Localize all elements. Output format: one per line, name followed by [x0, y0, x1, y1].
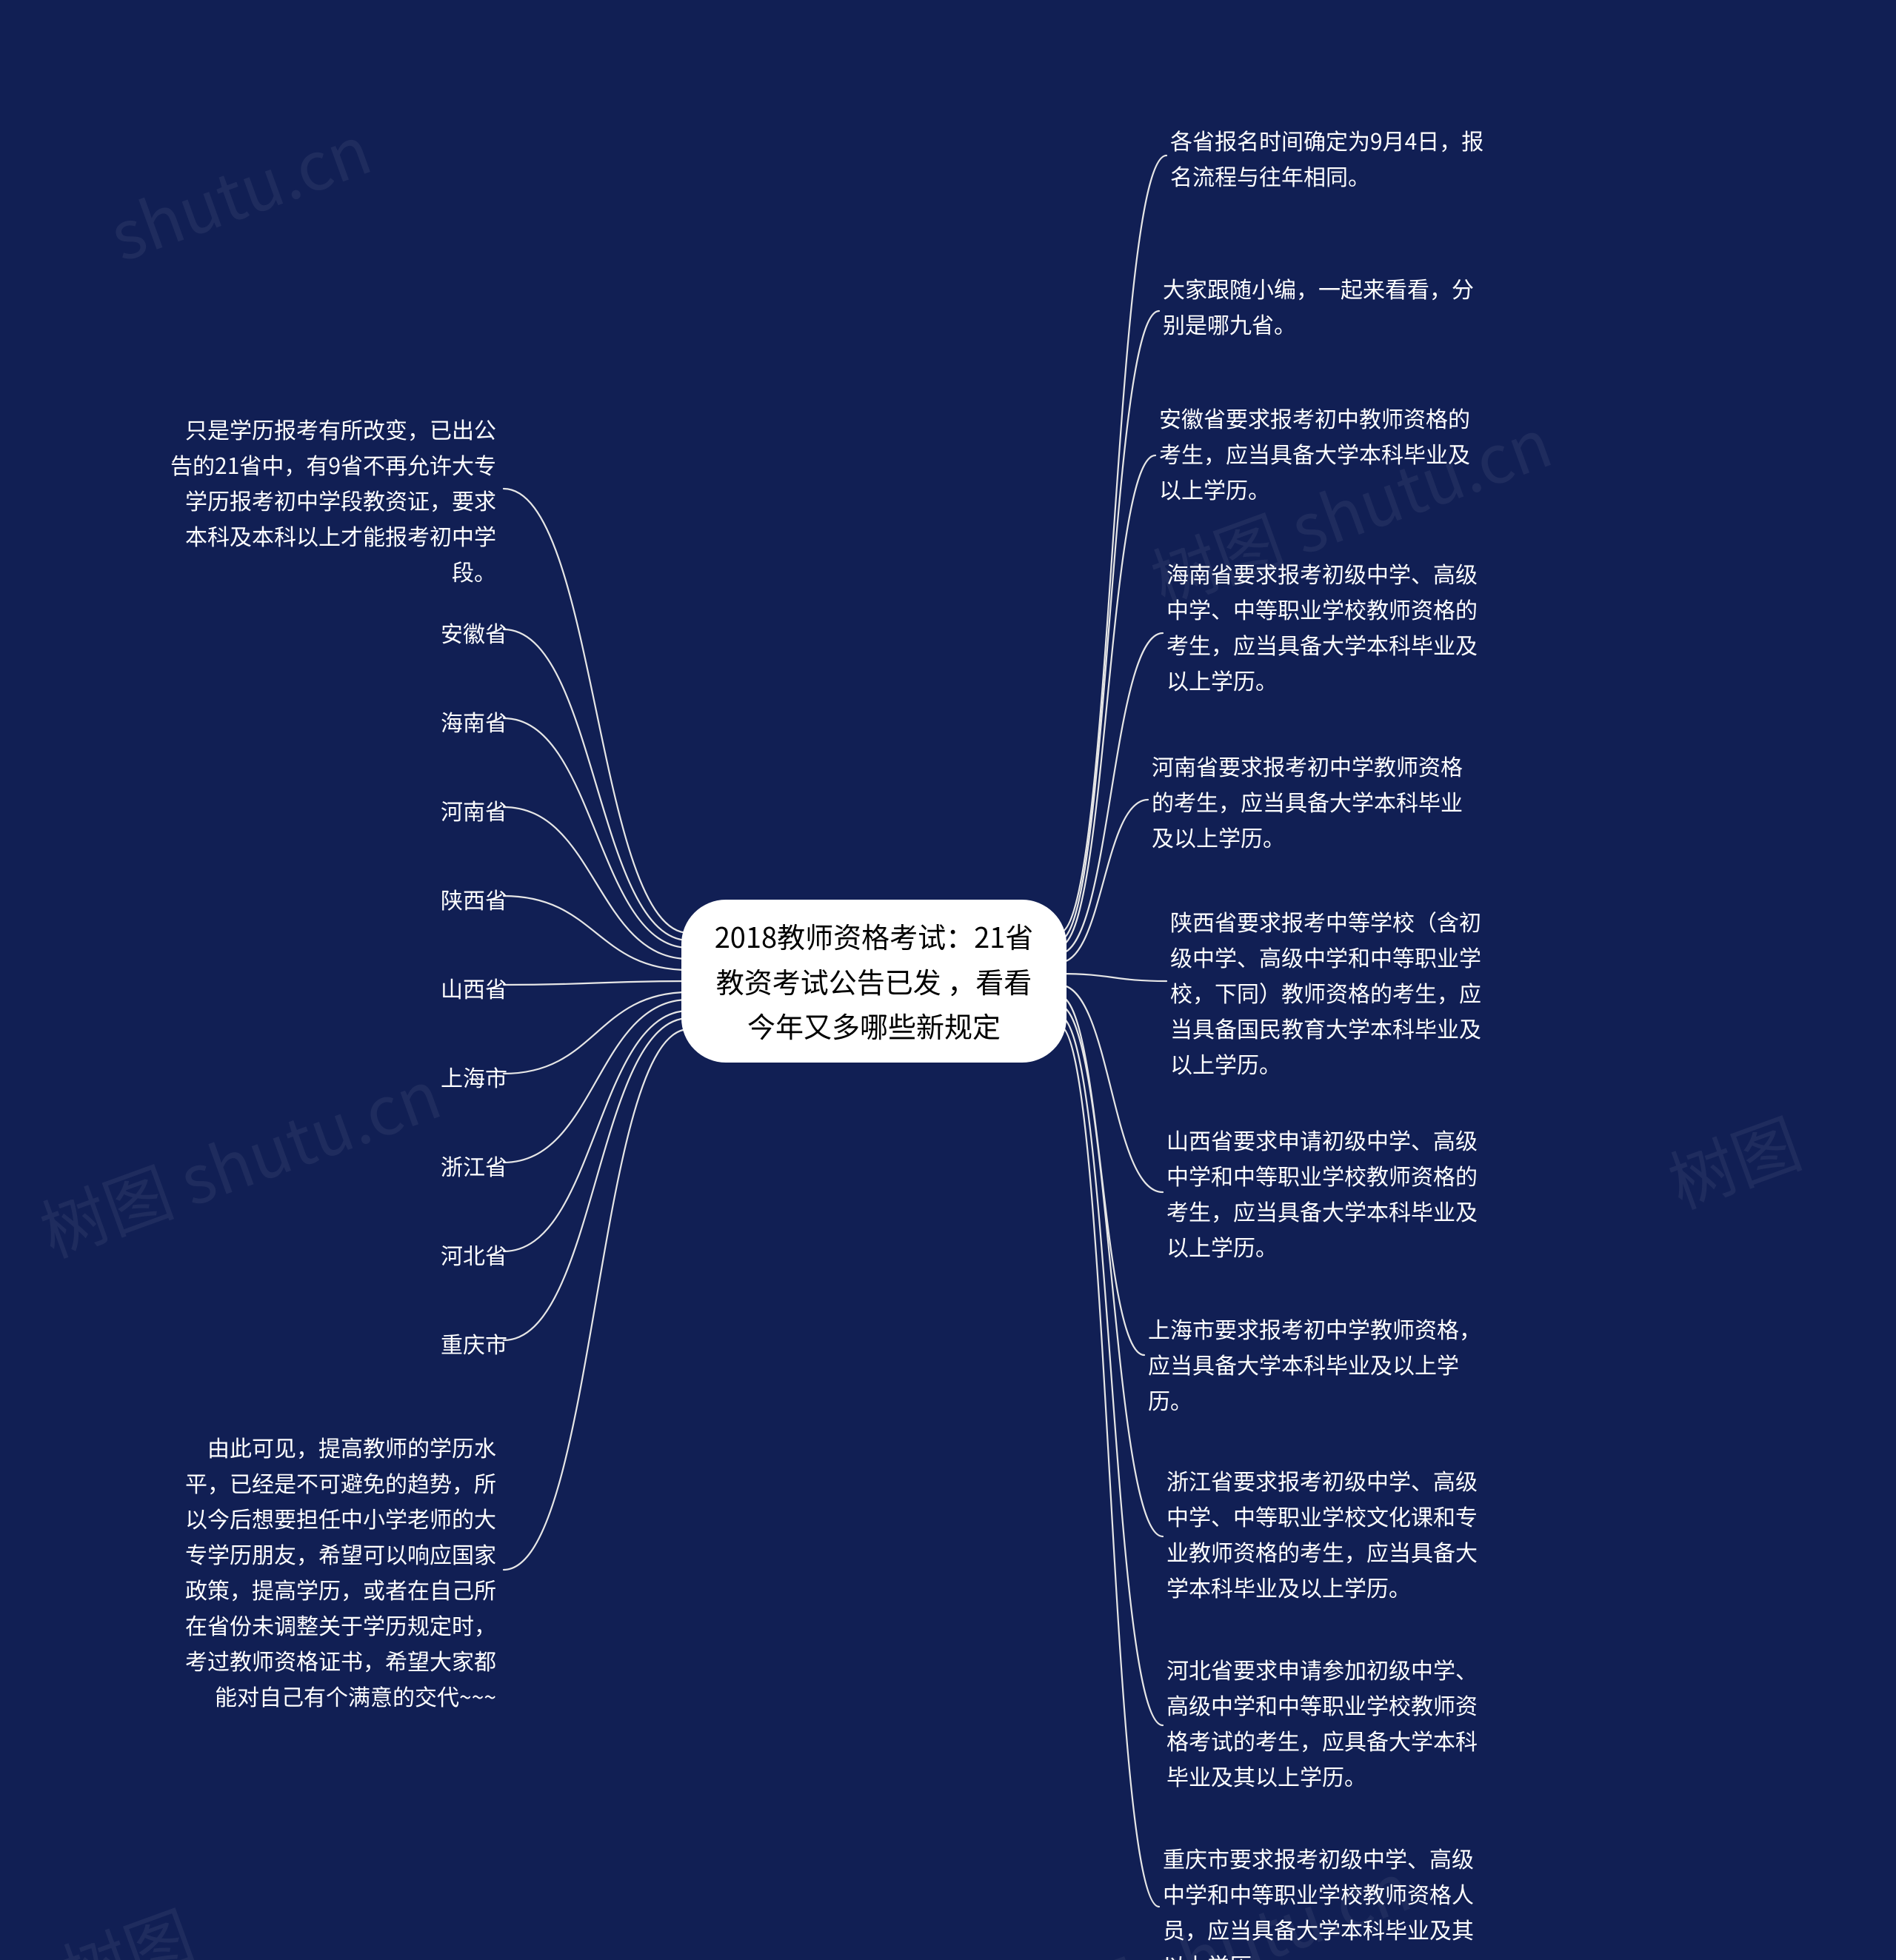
- edge: [504, 1018, 689, 1340]
- left-shanghai: 上海市: [433, 1059, 507, 1094]
- left-shanxi: 山西省: [433, 970, 507, 1006]
- watermark: shutu.cn: [96, 98, 382, 281]
- edge: [1059, 155, 1166, 933]
- left-anhui: 安徽省: [433, 615, 507, 650]
- right-6: 陕西省要求报考中等学校（含初级中学、高级中学和中等职业学校，下同）教师资格的考生…: [1170, 903, 1496, 1081]
- right-7: 山西省要求申请初级中学、高级中学和中等职业学校教师资格的考生，应当具备大学本科毕…: [1166, 1122, 1492, 1264]
- edge: [1059, 1016, 1163, 1725]
- left-hainan: 海南省: [433, 703, 507, 739]
- right-4: 海南省要求报考初级中学、高级中学、中等职业学校教师资格的考生，应当具备大学本科毕…: [1166, 555, 1492, 698]
- right-11: 重庆市要求报考初级中学、高级中学和中等职业学校教师资格人员，应当具备大学本科毕业…: [1163, 1840, 1489, 1960]
- edge: [504, 489, 689, 933]
- left-hebei: 河北省: [433, 1237, 507, 1272]
- edge: [504, 981, 689, 985]
- edge: [1059, 800, 1148, 963]
- edge: [504, 1000, 689, 1163]
- edge: [1059, 1006, 1163, 1536]
- mindmap-stage: shutu.cn树图 shutu.cn树图 shutu.cn树图树图 shutu…: [0, 0, 1896, 1960]
- watermark: 树图 shutu.cn: [26, 1042, 452, 1275]
- watermark: 树图: [47, 1883, 205, 1960]
- edge: [1059, 311, 1159, 940]
- left-zhejiang: 浙江省: [433, 1148, 507, 1183]
- center-node-text: 2018教师资格考试：21省教资考试公告已发 ，看看今年又多哪些新规定: [704, 914, 1044, 1048]
- edge: [1059, 996, 1144, 1355]
- right-1: 各省报名时间确定为9月4日，报名流程与往年相同。: [1170, 122, 1496, 193]
- edge: [504, 1011, 689, 1251]
- edge: [504, 896, 689, 970]
- left-conclusion: 由此可见，提高教师的学历水平，已经是不可避免的趋势，所以今后想要担任中小学老师的…: [170, 1429, 496, 1713]
- edge: [504, 718, 689, 948]
- right-2: 大家跟随小编，一起来看看，分别是哪九省。: [1163, 270, 1489, 341]
- edge: [1059, 985, 1163, 1192]
- left-chongqing: 重庆市: [433, 1325, 507, 1361]
- edge: [1059, 1026, 1159, 1907]
- right-5: 河南省要求报考初中学教师资格的考生，应当具备大学本科毕业及以上学历。: [1152, 748, 1478, 854]
- right-10: 河北省要求申请参加初级中学、高级中学和中等职业学校教师资格考试的考生，应具备大学…: [1166, 1651, 1492, 1793]
- left-shaanxi: 陕西省: [433, 881, 507, 917]
- edge: [504, 807, 689, 959]
- edge: [504, 992, 689, 1074]
- right-3: 安徽省要求报考初中教师资格的考生，应当具备大学本科毕业及以上学历。: [1159, 400, 1485, 506]
- edge: [504, 629, 689, 940]
- left-henan: 河南省: [433, 792, 507, 828]
- right-9: 浙江省要求报考初级中学、高级中学、中等职业学校文化课和专业教师资格的考生，应当具…: [1166, 1462, 1492, 1605]
- edge: [1059, 974, 1166, 981]
- watermark: 树图: [1654, 1091, 1812, 1227]
- edge: [504, 1029, 689, 1570]
- edge: [1059, 633, 1163, 954]
- left-intro: 只是学历报考有所改变，已出公告的21省中，有9省不再允许大专学历报考初中学段教资…: [170, 411, 496, 589]
- center-node: 2018教师资格考试：21省教资考试公告已发 ，看看今年又多哪些新规定: [681, 900, 1066, 1063]
- right-8: 上海市要求报考初中学教师资格，应当具备大学本科毕业及以上学历。: [1148, 1311, 1489, 1417]
- edge: [1059, 455, 1155, 946]
